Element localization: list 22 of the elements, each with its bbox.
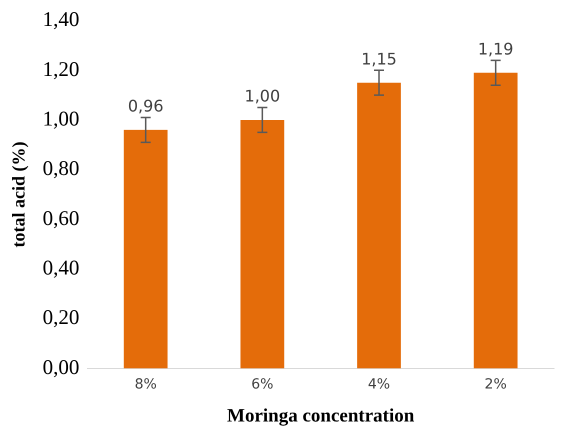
- x-tick-label: 2%: [484, 376, 507, 392]
- x-tick-label: 8%: [134, 376, 157, 392]
- y-tick-label: 1,00: [42, 106, 80, 130]
- y-tick-label: 0,60: [42, 206, 80, 230]
- bar: [357, 82, 401, 368]
- y-tick-label: 1,40: [42, 7, 80, 32]
- y-tick-label: 0,00: [42, 354, 80, 379]
- data-label: 1,19: [478, 40, 514, 59]
- bar: [124, 130, 168, 368]
- y-axis-title: total acid (%): [8, 142, 28, 248]
- data-label: 0,96: [128, 96, 164, 116]
- y-tick-label: 0,20: [42, 305, 80, 330]
- data-label: 1,00: [244, 86, 280, 106]
- bar: [474, 72, 518, 368]
- x-tick-label: 6%: [251, 376, 274, 392]
- data-label: 1,15: [361, 49, 397, 68]
- x-axis-title: Moringa concentration: [227, 406, 415, 427]
- y-tick-label: 0,80: [42, 156, 80, 180]
- x-tick-label: 4%: [368, 376, 390, 392]
- bar: [240, 120, 284, 368]
- y-tick-label: 1,20: [42, 56, 80, 81]
- y-tick-label: 0,40: [42, 256, 80, 280]
